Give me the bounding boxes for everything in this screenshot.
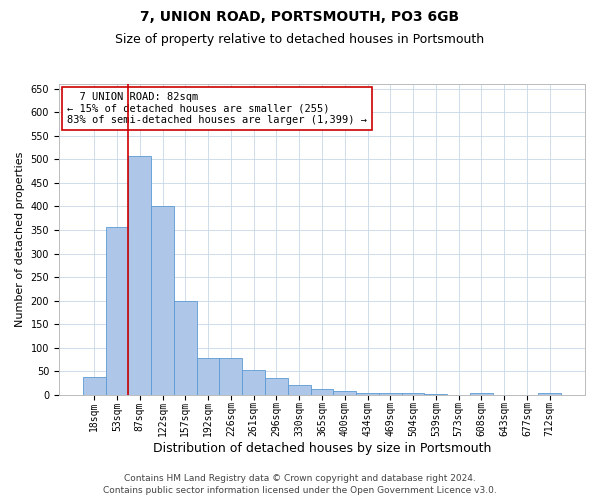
Bar: [334, 391, 356, 395]
Bar: [83, 377, 106, 395]
Text: 7 UNION ROAD: 82sqm
← 15% of detached houses are smaller (255)
83% of semi-detac: 7 UNION ROAD: 82sqm ← 15% of detached ho…: [67, 92, 367, 125]
Text: 7, UNION ROAD, PORTSMOUTH, PO3 6GB: 7, UNION ROAD, PORTSMOUTH, PO3 6GB: [140, 10, 460, 24]
Y-axis label: Number of detached properties: Number of detached properties: [15, 152, 25, 327]
Bar: [128, 156, 151, 395]
Bar: [401, 392, 424, 395]
Bar: [424, 394, 447, 395]
Bar: [311, 390, 334, 395]
Bar: [220, 358, 242, 395]
Bar: [106, 227, 128, 395]
Bar: [174, 300, 197, 395]
Bar: [265, 378, 288, 395]
Bar: [288, 384, 311, 395]
X-axis label: Distribution of detached houses by size in Portsmouth: Distribution of detached houses by size …: [153, 442, 491, 455]
Bar: [151, 206, 174, 395]
Bar: [470, 392, 493, 395]
Bar: [538, 392, 561, 395]
Bar: [356, 392, 379, 395]
Bar: [197, 358, 220, 395]
Text: Size of property relative to detached houses in Portsmouth: Size of property relative to detached ho…: [115, 32, 485, 46]
Bar: [242, 370, 265, 395]
Text: Contains HM Land Registry data © Crown copyright and database right 2024.
Contai: Contains HM Land Registry data © Crown c…: [103, 474, 497, 495]
Bar: [379, 392, 401, 395]
